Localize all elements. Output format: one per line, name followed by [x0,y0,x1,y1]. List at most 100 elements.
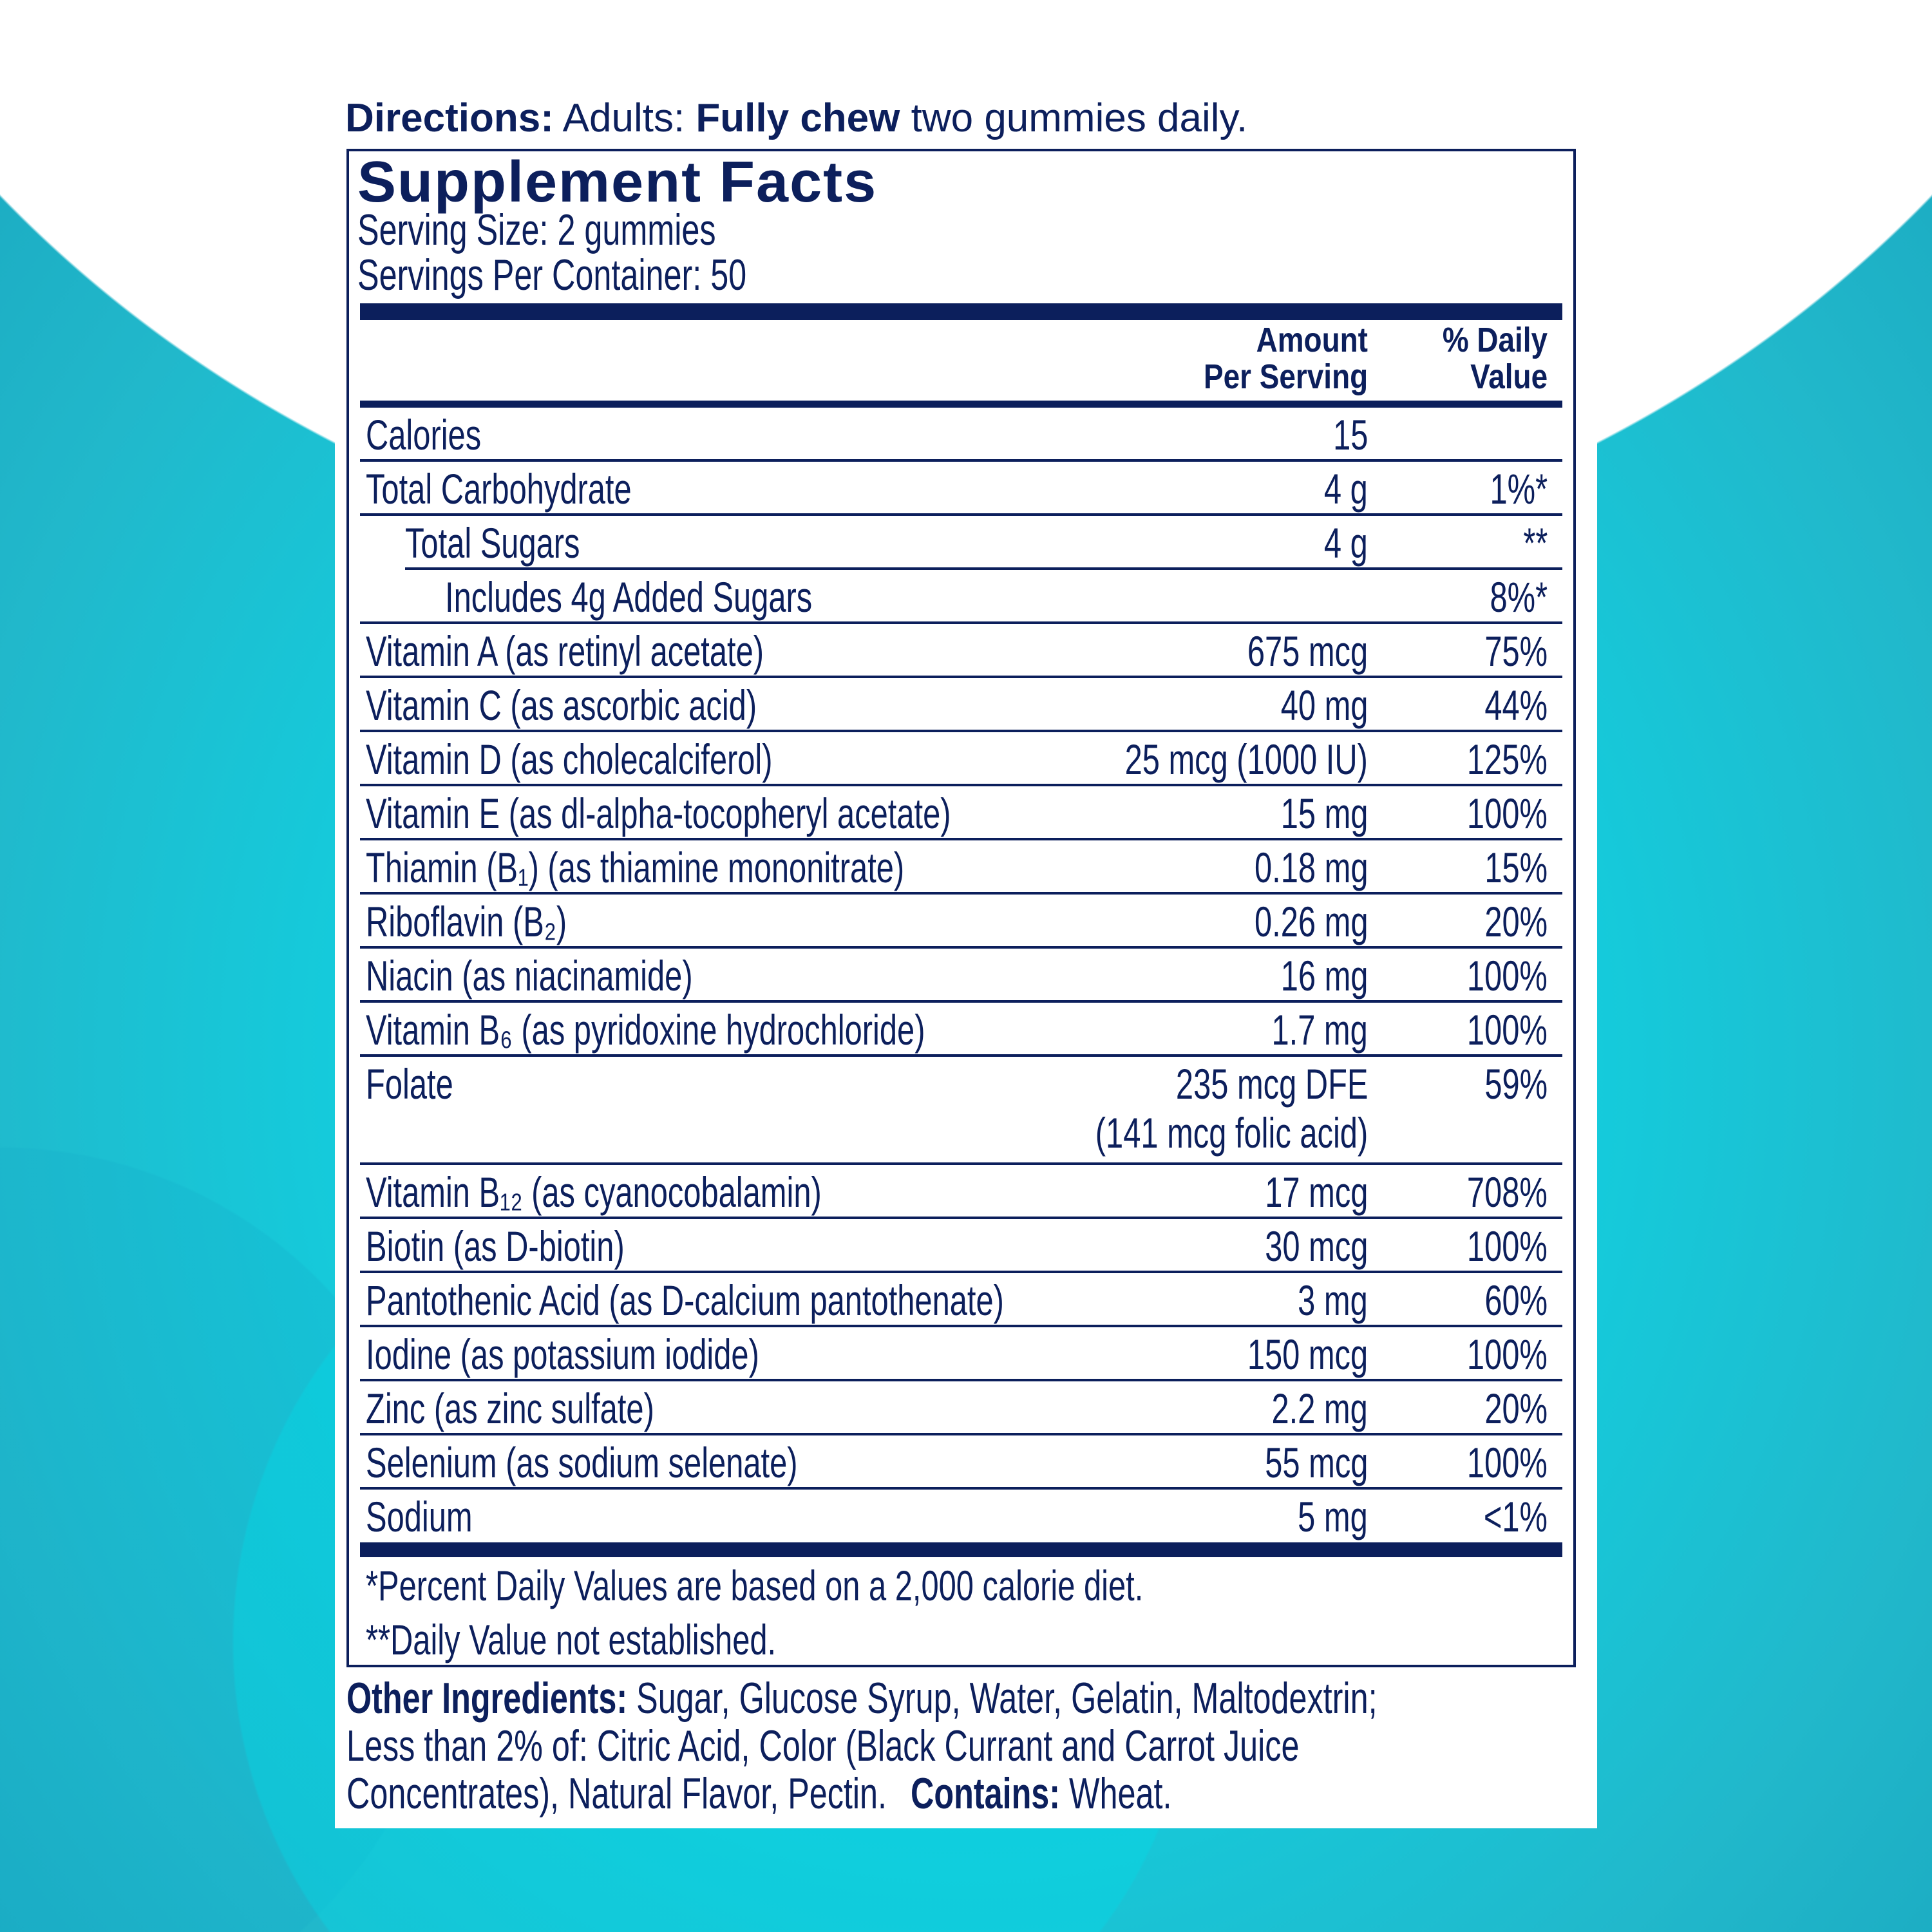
nutrient-row: Niacin (as niacinamide) 16 mg 100% [360,949,1562,1003]
nutrient-amount: 1.7 mg [1271,1006,1368,1054]
nutrient-daily-value: ** [1522,519,1548,567]
nutrient-row: Zinc (as zinc sulfate) 2.2 mg 20% [360,1381,1562,1435]
nutrient-daily-value: 125% [1467,735,1548,783]
nutrient-amount: 0.26 mg [1254,898,1368,945]
row-divider [360,459,1562,462]
row-divider [360,1054,1562,1057]
nutrient-row: Selenium (as sodium selenate) 55 mcg 100% [360,1435,1562,1490]
nutrient-amount: 15 mg [1280,790,1368,837]
nutrient-name: Niacin (as niacinamide) [366,952,693,999]
nutrient-name: Vitamin C (as ascorbic acid) [366,681,757,729]
nutrient-name: Total Sugars [405,519,580,567]
directions-label: Directions: [345,96,554,140]
bottom-divider [360,1542,1562,1557]
nutrient-daily-value: 100% [1467,1222,1548,1270]
nutrient-amount: 675 mcg [1247,627,1368,675]
row-divider [360,676,1562,678]
daily-value-header-line: % Daily [1442,321,1548,359]
row-divider [360,1217,1562,1219]
row-divider [360,730,1562,732]
supplement-facts-box [346,149,1576,1667]
other-ingredients: Other Ingredients: Sugar, Glucose Syrup,… [346,1674,1828,1817]
nutrient-row: Total Sugars 4 g ** [360,516,1562,570]
footnote-not-established: **Daily Value not established. [366,1615,920,1664]
row-divider [360,1379,1562,1381]
nutrient-name: Vitamin E (as dl-alpha-tocopheryl acetat… [366,790,951,837]
nutrient-name: Folate [366,1060,453,1108]
nutrient-amount: 5 mg [1298,1493,1368,1540]
row-divider [405,567,1562,570]
nutrient-amount: 4 g [1324,519,1368,567]
row-divider [360,513,1562,516]
row-divider [360,1271,1562,1273]
nutrient-row: Vitamin C (as ascorbic acid) 40 mg 44% [360,678,1562,732]
nutrient-amount: 30 mcg [1264,1222,1368,1270]
row-divider [360,1325,1562,1327]
nutrient-daily-value: 20% [1484,1385,1548,1432]
nutrient-daily-value: 8%* [1490,573,1548,621]
amount-header: Amount Per Serving [1175,322,1368,395]
daily-value-header: % Daily Value [1424,322,1548,395]
nutrient-row: Folate 235 mcg DFE (141 mcg folic acid) 59% [360,1057,1562,1165]
nutrient-name: Calories [366,411,482,459]
nutrient-row: Riboflavin (B₂) 0.26 mg 20% [360,895,1562,949]
nutrient-row: Thiamin (B₁) (as thiamine mononitrate) 0.… [360,840,1562,895]
nutrient-amount: 235 mcg DFE (141 mcg folic acid) [1095,1060,1368,1157]
nutrient-daily-value: 708% [1467,1168,1548,1216]
nutrient-daily-value: 1%* [1490,465,1548,513]
nutrient-row: Pantothenic Acid (as D-calcium pantothen… [360,1273,1562,1327]
footnote-text: **Daily Value not established. [366,1616,777,1663]
nutrient-name: Includes 4g Added Sugars [445,573,813,621]
nutrient-daily-value: 60% [1484,1276,1548,1324]
row-divider [360,621,1562,624]
row-divider [360,1433,1562,1435]
nutrient-row: Vitamin D (as cholecalciferol) 25 mcg (10… [360,732,1562,786]
daily-value-header-line: Value [1470,357,1548,396]
directions-text: Adults: [553,96,696,140]
serving-size-text: Serving Size: 2 gummies [357,205,716,254]
nutrient-row: Vitamin B₁₂ (as cyanocobalamin) 17 mcg 708… [360,1165,1562,1219]
contains-value: Wheat. [1060,1769,1172,1818]
nutrient-amount: 40 mg [1280,681,1368,729]
ingredients-text: Sugar, Glucose Syrup, Water, Gelatin, Ma… [627,1674,1378,1723]
nutrient-row: Iodine (as potassium iodide) 150 mcg 100% [360,1327,1562,1381]
header-divider [360,401,1562,408]
row-divider [360,1000,1562,1003]
ingredients-text: Concentrates), Natural Flavor, Pectin. [346,1769,887,1818]
servings-per-container: Servings Per Container: 50 [357,250,883,300]
row-divider [360,892,1562,895]
nutrient-daily-value: 100% [1467,1331,1548,1378]
nutrient-amount: 2.2 mg [1271,1385,1368,1432]
nutrient-row: Vitamin E (as dl-alpha-tocopheryl acetat… [360,786,1562,840]
nutrient-daily-value: 44% [1484,681,1548,729]
contains-label: Contains: [911,1769,1061,1818]
nutrient-row: Biotin (as D-biotin) 30 mcg 100% [360,1219,1562,1273]
nutrient-amount: 3 mg [1298,1276,1368,1324]
nutrient-name: Pantothenic Acid (as D-calcium pantothen… [366,1276,1004,1324]
nutrient-daily-value: 100% [1467,790,1548,837]
nutrient-name: Zinc (as zinc sulfate) [366,1385,654,1432]
nutrient-daily-value: 15% [1484,844,1548,891]
nutrient-row: Includes 4g Added Sugars 8%* [360,570,1562,624]
nutrient-table: Calories 15 Total Carbohydrate 4 g 1%* Total … [360,408,1562,1544]
nutrient-amount: 17 mcg [1264,1168,1368,1216]
thick-divider [360,303,1562,320]
row-divider [360,946,1562,949]
nutrient-amount: 4 g [1324,465,1368,513]
nutrient-daily-value: 100% [1467,1439,1548,1486]
nutrient-daily-value: 100% [1467,1006,1548,1054]
row-divider [360,784,1562,786]
nutrient-name: Biotin (as D-biotin) [366,1222,625,1270]
serving-size: Serving Size: 2 gummies [357,205,842,255]
nutrient-name: Iodine (as potassium iodide) [366,1331,759,1378]
nutrient-daily-value: 59% [1484,1060,1548,1108]
directions-emphasis: Fully chew [696,96,900,140]
row-divider [360,1487,1562,1490]
nutrient-amount: 55 mcg [1264,1439,1368,1486]
footnote-percent: *Percent Daily Values are based on a 2,0… [366,1561,1416,1610]
nutrient-daily-value: 75% [1484,627,1548,675]
directions-text: two gummies daily. [900,96,1248,140]
directions: Directions: Adults: Fully chew two gummi… [345,95,1247,141]
nutrient-row: Total Carbohydrate 4 g 1%* [360,462,1562,516]
nutrient-name: Total Carbohydrate [366,465,632,513]
